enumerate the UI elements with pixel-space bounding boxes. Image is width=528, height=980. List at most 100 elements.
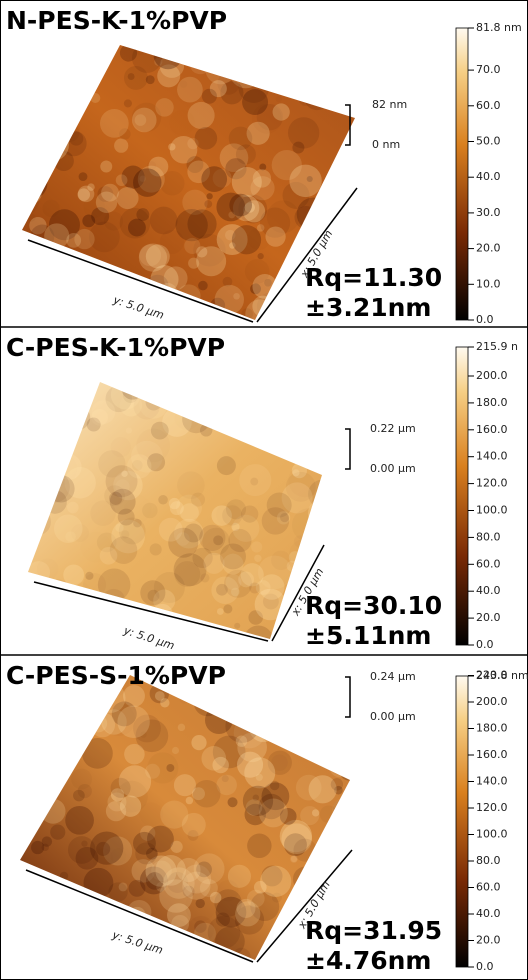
bump — [77, 185, 95, 203]
bump — [216, 583, 228, 596]
bump — [133, 168, 162, 197]
bump — [96, 841, 111, 856]
bump — [41, 452, 51, 462]
bump — [228, 211, 236, 219]
bump — [174, 627, 187, 640]
bump — [105, 465, 138, 498]
bump — [290, 22, 308, 40]
bump — [91, 207, 110, 226]
bump — [164, 962, 181, 979]
bump — [42, 382, 76, 398]
bump — [196, 861, 212, 878]
bump — [90, 712, 116, 738]
bump — [131, 859, 156, 883]
bump — [52, 692, 63, 704]
bump — [67, 501, 79, 514]
bump — [170, 840, 183, 853]
bump — [119, 207, 151, 239]
bump — [99, 109, 129, 138]
bump — [22, 288, 28, 303]
bump — [75, 846, 99, 870]
bump — [238, 194, 268, 224]
bump — [118, 517, 146, 545]
bump — [110, 848, 126, 864]
bump — [333, 27, 346, 40]
bump — [251, 541, 263, 553]
bump — [222, 505, 243, 526]
bump — [322, 693, 336, 706]
bump — [240, 563, 264, 587]
bump — [22, 167, 48, 200]
bump — [253, 63, 263, 74]
rq-error: ±3.21nm — [305, 293, 431, 322]
bump — [216, 224, 248, 256]
bump — [90, 831, 124, 865]
bump — [340, 544, 365, 569]
bump — [193, 688, 222, 717]
bump — [295, 390, 322, 418]
bump — [41, 843, 49, 852]
bump — [174, 561, 201, 588]
bump — [111, 964, 118, 971]
bump — [272, 103, 290, 121]
bump — [114, 138, 129, 153]
bump — [155, 98, 174, 117]
bump — [232, 514, 260, 542]
bump — [329, 756, 350, 778]
bump — [63, 260, 88, 286]
scale-bracket — [345, 104, 351, 146]
bump — [115, 174, 128, 187]
bump — [215, 912, 230, 927]
bump — [258, 335, 274, 351]
bump — [249, 582, 261, 594]
bump — [64, 467, 96, 499]
bump — [60, 961, 73, 974]
bump — [119, 393, 143, 417]
bump — [308, 403, 319, 414]
bump — [235, 901, 261, 927]
colorbar-tick-label: 180.0 — [476, 722, 508, 735]
bump — [281, 823, 313, 855]
bump — [111, 519, 145, 554]
bump — [243, 200, 266, 223]
panel-title: C-PES-S-1%PVP — [6, 661, 226, 690]
bump — [110, 308, 123, 320]
bump — [131, 107, 157, 133]
bump — [339, 51, 355, 73]
bump — [133, 831, 156, 855]
bump — [92, 848, 113, 869]
bump — [97, 568, 131, 602]
bump — [179, 314, 188, 320]
bump — [260, 207, 291, 238]
bump — [330, 675, 350, 699]
bump — [35, 704, 43, 712]
bump — [254, 588, 287, 621]
bump — [86, 417, 101, 432]
bump — [149, 543, 162, 556]
bump — [27, 86, 48, 107]
colorbar-tick-label: 20.0 — [476, 242, 501, 255]
bump — [196, 246, 208, 258]
bump — [139, 866, 168, 895]
bump — [348, 398, 371, 421]
bump — [26, 36, 35, 45]
bump — [277, 388, 309, 419]
bump — [139, 244, 162, 267]
bump — [168, 527, 199, 558]
bump — [333, 45, 355, 60]
bump — [87, 183, 95, 191]
bump — [194, 126, 218, 150]
bump — [234, 383, 259, 408]
bump — [145, 855, 177, 887]
bump — [148, 156, 169, 177]
bump — [342, 814, 350, 848]
y-axis-label: y: 5.0 µm — [111, 293, 166, 322]
bump — [183, 523, 203, 543]
bump — [50, 404, 68, 421]
bump — [296, 454, 308, 466]
bump — [282, 181, 310, 209]
bump — [209, 891, 222, 904]
bump — [65, 405, 91, 431]
bump — [335, 220, 355, 244]
bump — [42, 200, 59, 217]
